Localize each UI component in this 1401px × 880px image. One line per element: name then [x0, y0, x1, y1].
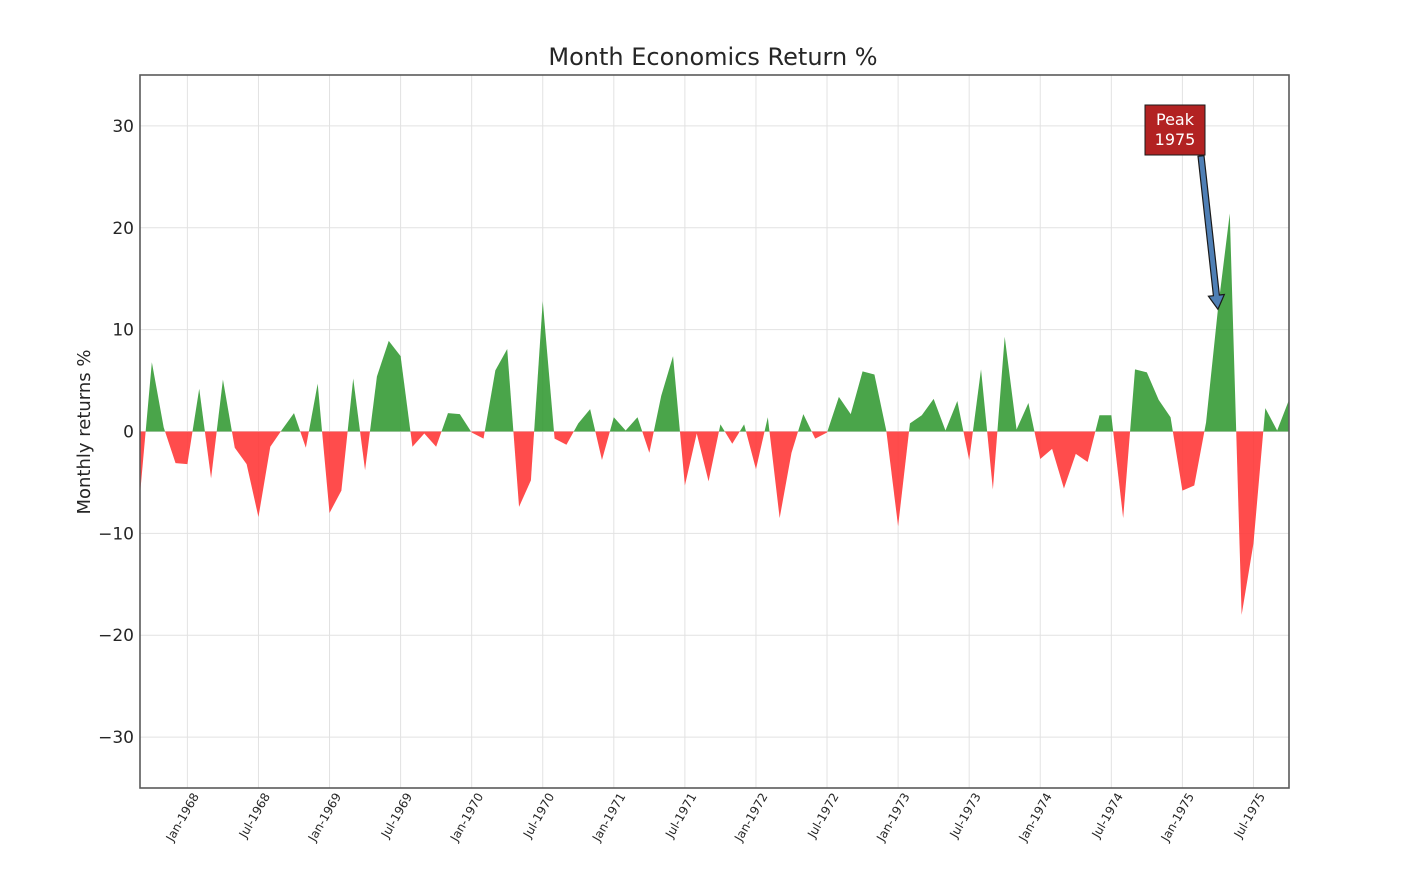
positive-return-area — [347, 378, 361, 432]
negative-return-area — [204, 431, 217, 479]
negative-return-area — [811, 431, 828, 439]
y-tick-label: 30 — [112, 117, 134, 137]
annotation-line-2: 1975 — [1155, 130, 1196, 149]
annotation-line-1: Peak — [1156, 110, 1195, 129]
y-tick-label: −30 — [98, 728, 134, 748]
negative-return-area — [642, 431, 654, 453]
y-tick-label: −20 — [98, 626, 134, 646]
positive-return-area — [653, 356, 680, 432]
positive-return-area — [997, 336, 1035, 432]
positive-return-area — [484, 349, 514, 432]
positive-return-area — [280, 413, 301, 432]
annotation-arrow — [1197, 155, 1226, 311]
positive-return-area — [534, 301, 554, 432]
y-tick-label: 20 — [112, 219, 134, 239]
positive-return-area — [1095, 415, 1114, 432]
negative-return-area — [1172, 431, 1205, 491]
negative-return-area — [963, 431, 973, 461]
negative-return-area — [1113, 431, 1131, 519]
negative-return-area — [300, 431, 309, 448]
negative-return-area — [231, 431, 281, 518]
positive-return-area — [192, 388, 205, 432]
positive-return-area — [1130, 369, 1173, 432]
area-series — [140, 213, 1289, 615]
positive-return-area — [764, 417, 770, 432]
positive-return-area — [308, 383, 323, 432]
negative-return-area — [471, 431, 485, 439]
y-tick-label: 10 — [112, 321, 134, 341]
positive-return-area — [216, 379, 232, 432]
y-tick-label: 0 — [123, 423, 134, 443]
negative-return-area — [769, 431, 799, 519]
negative-return-area — [987, 431, 998, 490]
annotation-box — [1144, 104, 1206, 156]
negative-return-area — [746, 431, 765, 470]
negative-return-area — [140, 431, 146, 495]
negative-return-area — [165, 431, 193, 465]
negative-return-area — [553, 431, 574, 445]
plot-frame — [139, 74, 1290, 789]
negative-return-area — [360, 431, 370, 471]
positive-return-area — [718, 424, 725, 432]
negative-return-area — [410, 431, 442, 447]
positive-return-area — [573, 409, 596, 432]
y-axis-label: Monthly returns % — [74, 349, 95, 514]
negative-return-area — [1034, 431, 1096, 489]
positive-return-area — [441, 413, 472, 432]
positive-return-area — [1204, 213, 1237, 432]
negative-return-area — [724, 431, 740, 444]
positive-return-area — [798, 414, 812, 432]
negative-return-area — [1236, 431, 1264, 615]
negative-return-area — [322, 431, 348, 513]
positive-return-area — [369, 340, 411, 432]
y-axis-ticks: 30 20 10 0 −10 −20 −30 — [98, 117, 134, 748]
negative-return-area — [513, 431, 535, 507]
chart-title: Month Economics Return % — [548, 43, 877, 71]
positive-return-area — [909, 398, 964, 432]
positive-return-area — [827, 371, 887, 432]
peak-annotation: Peak 1975 — [1144, 104, 1226, 311]
negative-return-area — [679, 431, 719, 486]
y-tick-label: −10 — [98, 524, 134, 544]
positive-return-area — [145, 362, 166, 432]
positive-return-area — [972, 369, 988, 432]
negative-return-area — [886, 431, 910, 527]
negative-return-area — [595, 431, 610, 461]
positive-return-area — [609, 417, 643, 432]
positive-return-area — [739, 424, 746, 432]
positive-return-area — [1263, 399, 1289, 432]
